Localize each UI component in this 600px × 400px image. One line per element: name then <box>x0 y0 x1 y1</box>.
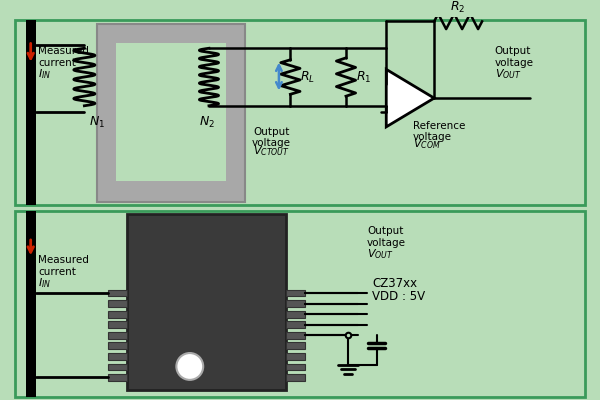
Bar <box>286 322 305 328</box>
Text: $V_{COM}$: $V_{COM}$ <box>413 137 441 151</box>
Bar <box>26 211 37 397</box>
Bar <box>286 300 305 307</box>
Bar <box>109 342 127 349</box>
Bar <box>286 290 305 296</box>
Bar <box>109 332 127 339</box>
Text: Measured
current: Measured current <box>38 255 89 277</box>
Bar <box>116 42 226 182</box>
Polygon shape <box>386 69 434 127</box>
Text: $I_{IN}$: $I_{IN}$ <box>38 67 52 81</box>
Text: $N_2$: $N_2$ <box>199 114 215 130</box>
Bar <box>286 332 305 339</box>
Text: $V_{OUT}$: $V_{OUT}$ <box>367 248 394 261</box>
Text: Reference
voltage: Reference voltage <box>413 121 466 142</box>
Bar <box>16 211 584 397</box>
Bar <box>286 342 305 349</box>
Circle shape <box>176 353 203 380</box>
Text: $N_1$: $N_1$ <box>89 114 105 130</box>
Bar <box>109 374 127 381</box>
Text: $V_{OUT}$: $V_{OUT}$ <box>494 67 521 81</box>
Bar <box>109 290 127 296</box>
Text: Output
voltage: Output voltage <box>367 226 406 248</box>
Bar <box>286 364 305 370</box>
Text: $I_{IN}$: $I_{IN}$ <box>38 276 52 290</box>
Text: Measured
current: Measured current <box>38 46 89 68</box>
Text: Output
voltage: Output voltage <box>252 127 291 148</box>
Text: $R_1$: $R_1$ <box>356 70 371 84</box>
Bar <box>286 374 305 381</box>
Bar <box>109 353 127 360</box>
Bar <box>26 20 37 206</box>
Bar <box>127 214 286 390</box>
Bar <box>109 300 127 307</box>
Bar <box>109 364 127 370</box>
Text: Output
voltage: Output voltage <box>494 46 533 68</box>
Text: $R_L$: $R_L$ <box>300 70 315 84</box>
Text: $V_{CTOUT}$: $V_{CTOUT}$ <box>253 144 290 158</box>
Bar <box>97 24 245 202</box>
Text: CZ37xx: CZ37xx <box>372 276 417 290</box>
Bar <box>109 322 127 328</box>
Bar <box>109 311 127 318</box>
Text: VDD : 5V: VDD : 5V <box>372 290 425 303</box>
Bar <box>286 311 305 318</box>
Bar <box>286 353 305 360</box>
Text: $R_2$: $R_2$ <box>451 0 466 15</box>
Bar <box>16 20 584 206</box>
